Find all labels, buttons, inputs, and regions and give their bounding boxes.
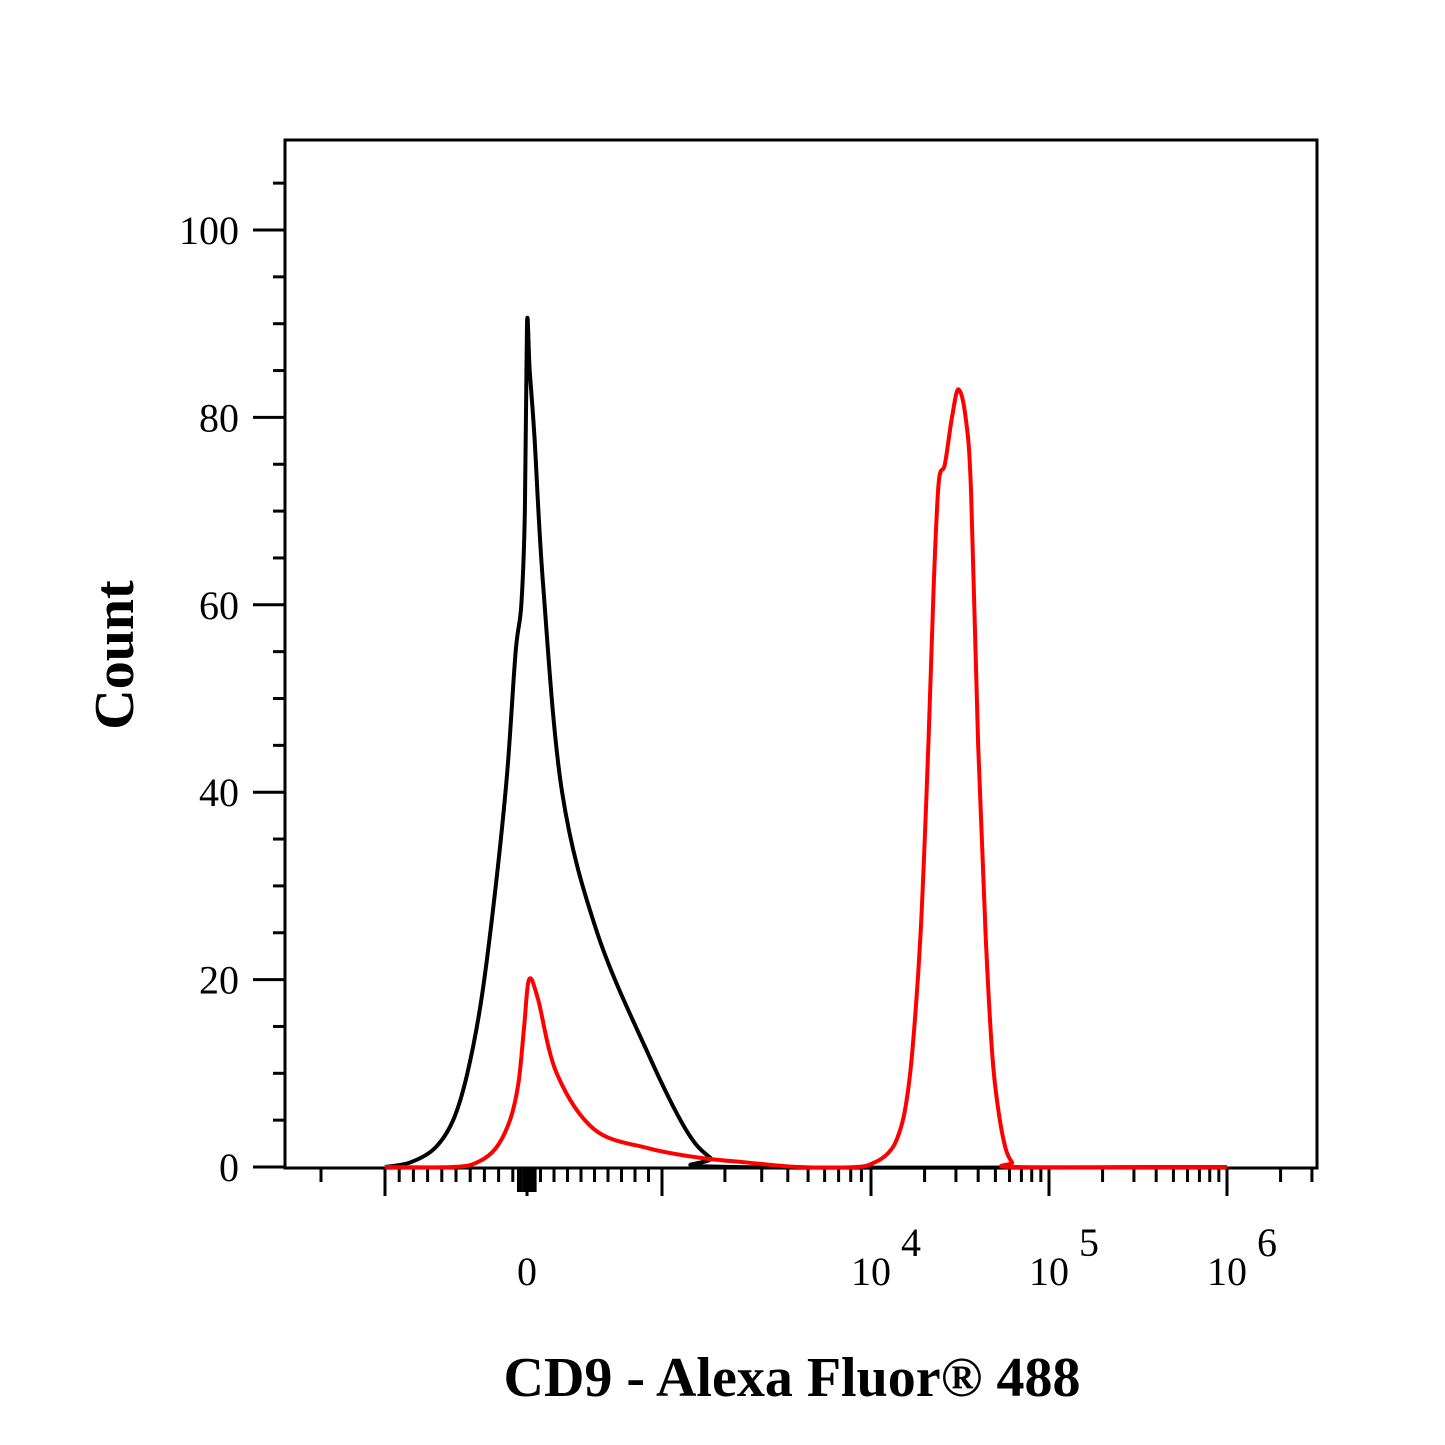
y-tick-label: 80 [199, 395, 239, 440]
x-tick-label: 10 [1029, 1249, 1069, 1294]
plot-frame [283, 138, 1319, 1170]
series-line-0 [384, 315, 1228, 1170]
x-tick-label: 10 [851, 1249, 891, 1294]
y-axis-title: Count [84, 580, 146, 730]
series-line-1 [384, 387, 1228, 1170]
y-tick-label: 0 [219, 1145, 239, 1190]
x-tick-exponent: 5 [1079, 1220, 1099, 1265]
y-tick-label: 60 [199, 583, 239, 628]
x-tick-label: 0 [517, 1249, 537, 1294]
y-tick-label: 100 [179, 208, 239, 253]
y-tick-labels: 0 20 40 60 80 100 [179, 208, 239, 1190]
y-axis [253, 181, 285, 1169]
series-layer [384, 315, 1228, 1170]
y-tick-label: 40 [199, 770, 239, 815]
x-tick-exponent: 4 [901, 1220, 921, 1265]
y-tick-label: 20 [199, 958, 239, 1003]
x-tick-exponent: 6 [1257, 1220, 1277, 1265]
x-tick-label: 10 [1207, 1249, 1247, 1294]
x-axis [319, 1168, 1314, 1196]
x-axis-title: CD9 - Alexa Fluor® 488 [504, 1347, 1081, 1409]
